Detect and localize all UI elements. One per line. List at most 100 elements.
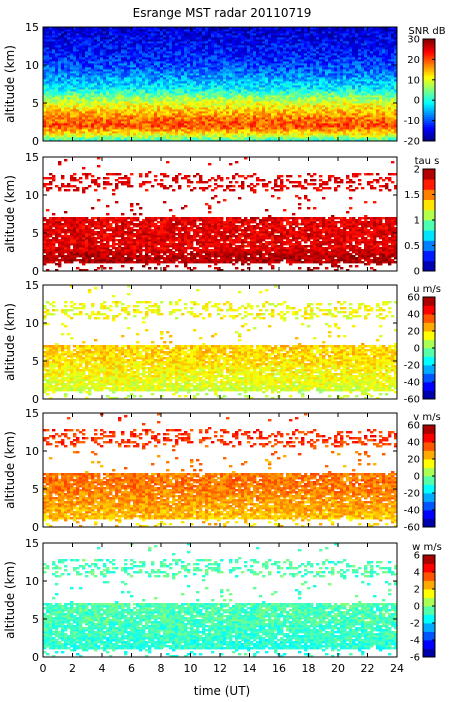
data-cell xyxy=(100,115,104,118)
data-cell xyxy=(208,125,212,128)
data-cell xyxy=(292,27,296,30)
data-cell xyxy=(232,37,236,40)
data-cell xyxy=(64,89,68,92)
data-cell xyxy=(190,81,194,84)
data-cell xyxy=(190,93,194,96)
data-cell xyxy=(271,57,275,60)
data-cell xyxy=(220,63,224,66)
data-cell xyxy=(154,77,158,80)
data-cell xyxy=(148,31,152,34)
data-cell xyxy=(205,127,209,130)
data-cell xyxy=(262,127,266,130)
data-cell xyxy=(88,139,92,141)
data-cell xyxy=(184,123,188,126)
data-cell xyxy=(151,73,155,76)
data-cell xyxy=(49,71,53,74)
data-cell xyxy=(154,55,158,58)
data-cell xyxy=(289,45,293,48)
data-cell xyxy=(118,53,122,56)
data-cell xyxy=(280,61,284,64)
data-cell xyxy=(154,131,158,134)
data-cell xyxy=(289,29,293,32)
data-cell xyxy=(103,35,107,38)
data-cell xyxy=(289,135,293,138)
data-cell xyxy=(295,47,299,50)
data-cell xyxy=(238,53,242,56)
data-cell xyxy=(253,125,257,128)
data-cell xyxy=(262,87,266,90)
data-cell xyxy=(79,65,83,68)
data-cell xyxy=(187,119,191,122)
data-cell xyxy=(295,61,299,64)
data-cell xyxy=(217,27,221,30)
data-cell xyxy=(55,103,59,106)
data-cell xyxy=(256,41,260,44)
data-cell xyxy=(292,103,296,106)
data-cell xyxy=(178,71,182,74)
data-cell xyxy=(133,105,137,108)
data-cell xyxy=(277,75,281,78)
data-cell xyxy=(100,53,104,56)
data-cell xyxy=(298,75,302,78)
data-cell xyxy=(193,133,197,136)
data-cell xyxy=(235,111,239,114)
data-cell xyxy=(64,107,68,110)
data-cell xyxy=(271,51,275,54)
data-cell xyxy=(55,33,59,36)
data-cell xyxy=(109,137,113,140)
data-cell xyxy=(109,53,113,56)
data-cell xyxy=(148,131,152,134)
data-cell xyxy=(73,139,77,141)
data-cell xyxy=(121,91,125,94)
data-cell xyxy=(100,47,104,50)
data-cell xyxy=(298,125,302,128)
data-cell xyxy=(151,63,155,66)
data-cell xyxy=(121,107,125,110)
data-cell xyxy=(55,83,59,86)
data-cell xyxy=(301,129,305,132)
data-cell xyxy=(136,71,140,74)
data-cell xyxy=(199,29,203,32)
data-cell xyxy=(109,55,113,58)
data-cell xyxy=(256,131,260,134)
data-cell xyxy=(49,47,53,50)
data-cell xyxy=(136,103,140,106)
data-cell xyxy=(52,81,56,84)
data-cell xyxy=(220,139,224,141)
data-cell xyxy=(67,73,71,76)
data-cell xyxy=(205,83,209,86)
data-cell xyxy=(271,33,275,36)
data-cell xyxy=(55,101,59,104)
data-cell xyxy=(169,129,173,132)
data-cell xyxy=(58,59,62,62)
data-cell xyxy=(268,33,272,36)
data-cell xyxy=(109,103,113,106)
data-cell xyxy=(91,123,95,126)
data-cell xyxy=(163,37,167,40)
data-cell xyxy=(223,33,227,36)
data-cell xyxy=(82,33,86,36)
data-cell xyxy=(130,63,134,66)
data-cell xyxy=(286,107,290,110)
data-cell xyxy=(301,115,305,118)
data-cell xyxy=(118,31,122,34)
data-cell xyxy=(88,31,92,34)
data-cell xyxy=(103,139,107,141)
data-cell xyxy=(64,37,68,40)
data-cell xyxy=(58,87,62,90)
data-cell xyxy=(304,97,308,100)
data-cell xyxy=(205,91,209,94)
data-cell xyxy=(76,29,80,32)
data-cell xyxy=(100,35,104,38)
data-cell xyxy=(196,29,200,32)
data-cell xyxy=(109,63,113,66)
data-cell xyxy=(169,133,173,136)
data-cell xyxy=(259,57,263,60)
data-cell xyxy=(193,71,197,74)
data-cell xyxy=(160,71,164,74)
data-cell xyxy=(109,85,113,88)
data-cell xyxy=(151,131,155,134)
data-cell xyxy=(250,85,254,88)
data-cell xyxy=(94,81,98,84)
data-cell xyxy=(169,29,173,32)
